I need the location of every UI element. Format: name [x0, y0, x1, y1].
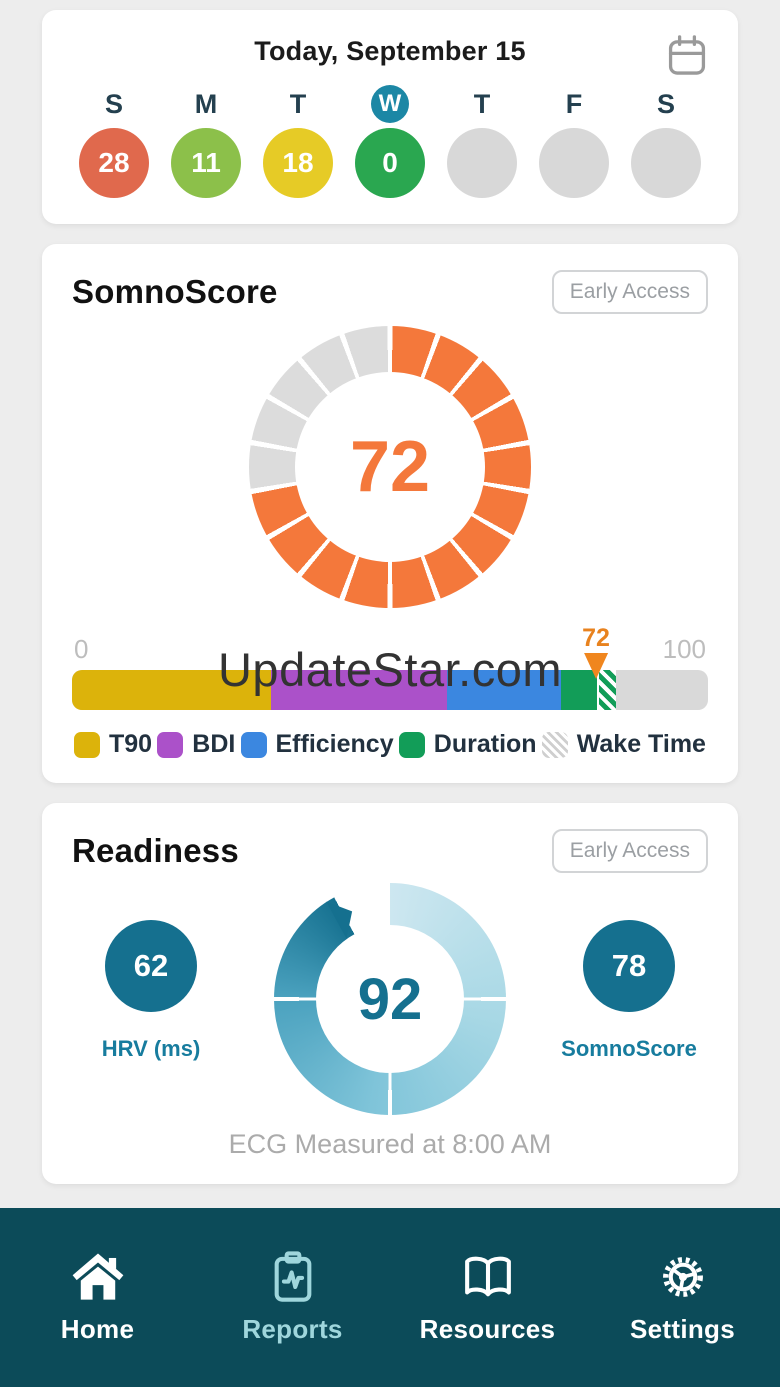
hrv-metric: 62 HRV (ms) [76, 920, 226, 1062]
home-icon [69, 1250, 127, 1304]
day-column-sun: S 28 [79, 85, 149, 198]
week-days-row: S 28 M 11 T 18 W 0 T F [68, 85, 712, 198]
calendar-card: Today, September 15 S 28 M 11 T 18 [42, 10, 738, 224]
day-letter-selected: W [371, 85, 409, 123]
readiness-header: Readiness Early Access [42, 803, 738, 873]
gauge-center: 92 [316, 925, 464, 1073]
day-letter: F [565, 88, 583, 119]
app-content: Today, September 15 S 28 M 11 T 18 [42, 10, 738, 1184]
calendar-header: Today, September 15 [68, 35, 712, 75]
resources-icon [459, 1250, 517, 1304]
readiness-value: 92 [357, 966, 423, 1032]
legend-label: T90 [109, 730, 153, 758]
somnoscore-card: SomnoScore Early Access 72 0 100 72 [42, 244, 738, 783]
nav-label-reports: Reports [242, 1314, 343, 1344]
day-letter: T [473, 88, 491, 119]
bar-segment-t90 [72, 670, 272, 710]
day-letter: T [289, 88, 307, 119]
donut-center: 72 [295, 372, 485, 562]
readiness-gauge-chart: 92 [274, 883, 506, 1115]
legend-label: Efficiency [275, 730, 394, 758]
bottom-nav-bar: Home Reports Resources [0, 1208, 780, 1387]
nav-item-home[interactable]: Home [0, 1250, 195, 1345]
bdi-swatch [157, 731, 184, 758]
date-title: Today, September 15 [254, 36, 526, 66]
nav-item-resources[interactable]: Resources [390, 1250, 585, 1345]
score-marker: 72 [582, 626, 610, 679]
readiness-card: Readiness Early Access 62 HRV (ms) 92 78… [42, 803, 738, 1184]
early-access-badge: Early Access [551, 270, 708, 314]
nav-label-home: Home [60, 1314, 135, 1344]
early-access-badge: Early Access [551, 829, 708, 873]
day-score-circle[interactable] [447, 128, 517, 198]
day-column-thu: T [447, 85, 517, 198]
day-score-circle[interactable] [539, 128, 609, 198]
reports-icon [264, 1250, 322, 1304]
legend-label: Wake Time [576, 730, 706, 758]
legend-item-bdi: BDI [157, 730, 235, 759]
day-letter: S [104, 88, 123, 119]
legend-item-efficiency: Efficiency [240, 730, 394, 759]
legend-label: BDI [192, 730, 236, 758]
somnoscore-metric-label: SomnoScore [561, 1036, 697, 1061]
axis-max-label: 100 [662, 634, 706, 664]
day-score-circle[interactable]: 0 [355, 128, 425, 198]
day-column-fri: F [539, 85, 609, 198]
somnoscore-value-circle: 78 [583, 920, 675, 1012]
legend-item-t90: T90 [74, 730, 152, 759]
day-column-sat: S [631, 85, 701, 198]
day-column-wed-today: W 0 [355, 85, 425, 198]
day-score-circle[interactable]: 11 [171, 128, 241, 198]
day-column-mon: M 11 [171, 85, 241, 198]
somnoscore-header: SomnoScore Early Access [42, 244, 738, 314]
nav-label-settings: Settings [630, 1314, 735, 1344]
settings-icon [654, 1250, 712, 1304]
bar-segment-efficiency [446, 670, 562, 710]
bar-segment-wake-time [596, 670, 617, 710]
somnoscore-donut-chart: 72 [249, 326, 531, 608]
somnoscore-metric: 78 SomnoScore [554, 920, 704, 1062]
ecg-measured-note: ECG Measured at 8:00 AM [228, 1129, 552, 1159]
somnoscore-value: 72 [349, 427, 431, 507]
stacked-bar [72, 670, 708, 710]
bar-legend: T90 BDI Efficiency Duration Wake Time [74, 730, 706, 759]
day-letter: S [656, 88, 675, 119]
hrv-value-circle: 62 [105, 920, 197, 1012]
axis-min-label: 0 [74, 634, 89, 664]
legend-item-wake-time: Wake Time [541, 730, 706, 759]
nav-item-settings[interactable]: Settings [585, 1250, 780, 1345]
readiness-metrics-row: 62 HRV (ms) 92 78 SomnoScore [42, 883, 738, 1115]
somnoscore-title: SomnoScore [72, 273, 278, 310]
duration-swatch [398, 731, 425, 758]
day-score-circle[interactable]: 28 [79, 128, 149, 198]
calendar-icon[interactable] [664, 32, 710, 78]
legend-label: Duration [433, 730, 537, 758]
efficiency-swatch [240, 731, 267, 758]
day-column-tue: T 18 [263, 85, 333, 198]
marker-arrow-icon [584, 653, 609, 679]
score-breakdown-bar: 0 100 72 T90 BDI [72, 626, 708, 759]
day-letter: M [194, 88, 218, 119]
score-marker-value: 72 [582, 624, 610, 652]
bar-segment-bdi [271, 670, 447, 710]
wake-time-swatch [541, 731, 568, 758]
nav-label-resources: Resources [419, 1314, 556, 1344]
hrv-label: HRV (ms) [101, 1036, 201, 1061]
legend-item-duration: Duration [398, 730, 537, 759]
day-score-circle[interactable] [631, 128, 701, 198]
readiness-title: Readiness [72, 832, 239, 869]
day-score-circle[interactable]: 18 [263, 128, 333, 198]
t90-swatch [74, 731, 100, 758]
nav-item-reports[interactable]: Reports [195, 1250, 390, 1345]
